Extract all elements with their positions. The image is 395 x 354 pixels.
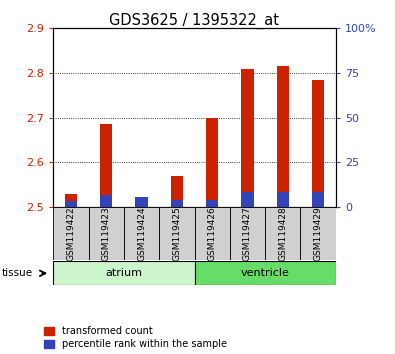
Bar <box>206 118 218 207</box>
Bar <box>265 207 301 260</box>
Bar <box>276 66 289 207</box>
Bar <box>135 205 148 207</box>
Bar <box>135 197 148 207</box>
Bar <box>53 261 195 285</box>
Bar <box>124 207 159 260</box>
Bar <box>312 192 324 207</box>
Bar <box>53 207 88 260</box>
Text: GSM119423: GSM119423 <box>102 206 111 261</box>
Text: tissue: tissue <box>2 268 33 278</box>
Text: GSM119427: GSM119427 <box>243 206 252 261</box>
Text: GSM119424: GSM119424 <box>137 206 146 261</box>
Bar <box>195 207 230 260</box>
Text: GSM119428: GSM119428 <box>278 206 287 261</box>
Bar <box>159 207 194 260</box>
Text: GSM119425: GSM119425 <box>172 206 181 261</box>
Text: ventricle: ventricle <box>241 268 290 278</box>
Bar <box>65 194 77 207</box>
Text: GDS3625 / 1395322_at: GDS3625 / 1395322_at <box>109 12 278 29</box>
Bar <box>301 207 336 260</box>
Bar <box>100 195 113 207</box>
Bar <box>88 207 124 260</box>
Bar <box>241 192 254 207</box>
Bar <box>195 261 336 285</box>
Text: GSM119429: GSM119429 <box>314 206 323 261</box>
Text: GSM119426: GSM119426 <box>208 206 217 261</box>
Text: GSM119422: GSM119422 <box>66 206 75 261</box>
Bar <box>206 200 218 207</box>
Bar <box>100 124 113 207</box>
Bar <box>171 176 183 207</box>
Bar <box>276 192 289 207</box>
Bar <box>171 200 183 207</box>
Text: atrium: atrium <box>105 268 143 278</box>
Bar <box>65 201 77 207</box>
Bar <box>230 207 265 260</box>
Bar <box>312 80 324 207</box>
Bar <box>241 69 254 207</box>
Legend: transformed count, percentile rank within the sample: transformed count, percentile rank withi… <box>44 326 227 349</box>
